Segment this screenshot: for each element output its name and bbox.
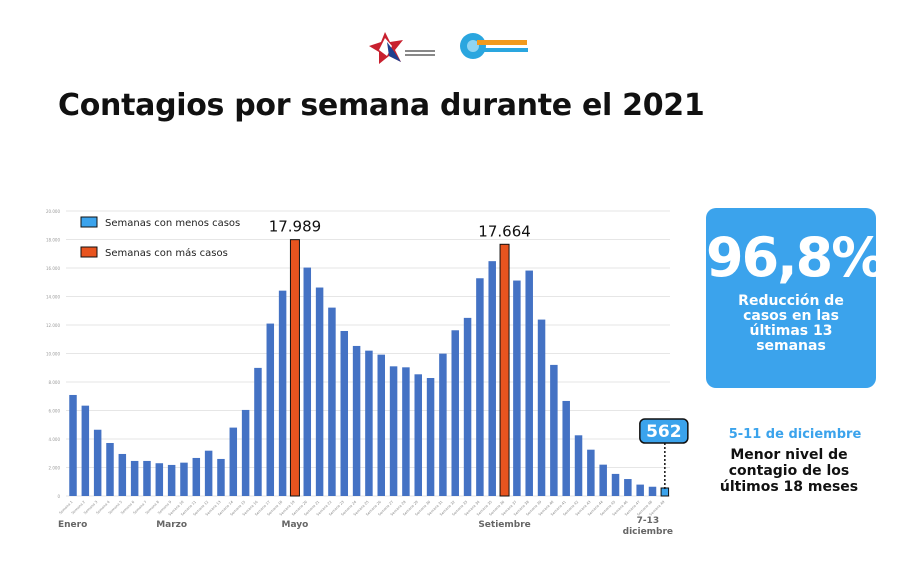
bar (241, 409, 250, 496)
bar (648, 486, 657, 496)
bar (488, 261, 496, 496)
lowest-week-date: 5-11 de diciembre (728, 427, 862, 442)
bar (266, 323, 275, 496)
bar (402, 367, 410, 496)
bar (439, 353, 447, 496)
bar (328, 307, 336, 496)
month-label: Enero (58, 520, 87, 530)
y-tick-label: 20.000 (46, 209, 60, 214)
campaign-logo-icon (460, 33, 528, 59)
y-tick-label: 4.000 (49, 437, 61, 442)
data-label: 17.989 (269, 218, 322, 236)
bar (315, 287, 324, 496)
bar (476, 278, 484, 496)
bar (513, 280, 521, 496)
weekly-cases-chart: 0 2.000 4.000 6.000 8.000 10.000 12.000 14.000 1… (46, 209, 689, 537)
month-label: 7-13 (637, 516, 660, 526)
month-label: diciembre (623, 527, 673, 537)
bar (574, 435, 583, 496)
data-label: 562 (646, 422, 682, 442)
bar (550, 364, 558, 496)
bar (93, 429, 102, 496)
bar (143, 460, 151, 496)
bar (155, 463, 164, 496)
bar (106, 442, 114, 496)
month-label: Marzo (156, 520, 187, 530)
bar (204, 450, 213, 496)
bar (192, 457, 201, 496)
government-logo-icon (369, 32, 528, 64)
bar (562, 400, 570, 496)
reduction-percent: 96,8% (706, 226, 885, 289)
bar (624, 479, 632, 496)
bar-peak (289, 239, 300, 497)
bar (254, 367, 262, 496)
bar (217, 458, 225, 496)
chart-legend: Semanas con menos casos Semanas con más … (80, 216, 240, 259)
y-tick-label: 10.000 (46, 352, 60, 357)
reduction-description: Reducción de casos en las últimas 13 sem… (738, 293, 844, 354)
bar-peak (499, 243, 510, 497)
bar (278, 290, 287, 496)
data-label: 17.664 (478, 222, 531, 240)
y-tick-label: 2.000 (49, 466, 61, 471)
bar (130, 460, 139, 496)
lowest-week-note: Menor nivel de contagio de los últimos 1… (719, 447, 859, 495)
bar (118, 453, 127, 496)
bar (451, 330, 459, 496)
bar (352, 345, 361, 496)
bar (525, 270, 533, 496)
bar (389, 366, 398, 496)
logos (365, 28, 545, 68)
y-tick-label: 12.000 (46, 323, 60, 328)
y-tick-label: 8.000 (49, 380, 61, 385)
month-label: Setiembre (478, 520, 530, 530)
bar (167, 464, 176, 496)
y-tick-label: 16.000 (46, 266, 60, 271)
y-tick-label: 18.000 (46, 238, 60, 243)
bar (611, 473, 620, 496)
bar (537, 319, 546, 496)
bar (636, 484, 644, 496)
legend-swatch-high (80, 246, 98, 258)
bar (303, 267, 312, 496)
bar (229, 427, 238, 496)
bar (365, 350, 373, 496)
bar (340, 330, 349, 496)
y-tick-label: 14.000 (46, 295, 60, 300)
legend-swatch-low (80, 216, 98, 228)
page-title: Contagios por semana durante el 2021 (58, 88, 705, 123)
bar (463, 317, 472, 496)
month-label: Mayo (282, 520, 309, 530)
legend-label-high: Semanas con más casos (105, 247, 228, 259)
bar (587, 449, 595, 496)
lowest-value-callout (639, 418, 689, 444)
bar (414, 374, 422, 496)
bar (660, 487, 670, 497)
y-tick-label: 6.000 (49, 409, 61, 414)
bar (377, 354, 385, 496)
bar (180, 462, 188, 496)
y-tick-label: 0 (57, 494, 60, 499)
bar (426, 378, 435, 496)
legend-label-low: Semanas con menos casos (105, 218, 240, 229)
bar (69, 394, 77, 496)
bar (599, 464, 607, 496)
reduction-panel: 96,8% Reducción de casos en las últimas … (706, 208, 885, 388)
bar (81, 405, 90, 496)
